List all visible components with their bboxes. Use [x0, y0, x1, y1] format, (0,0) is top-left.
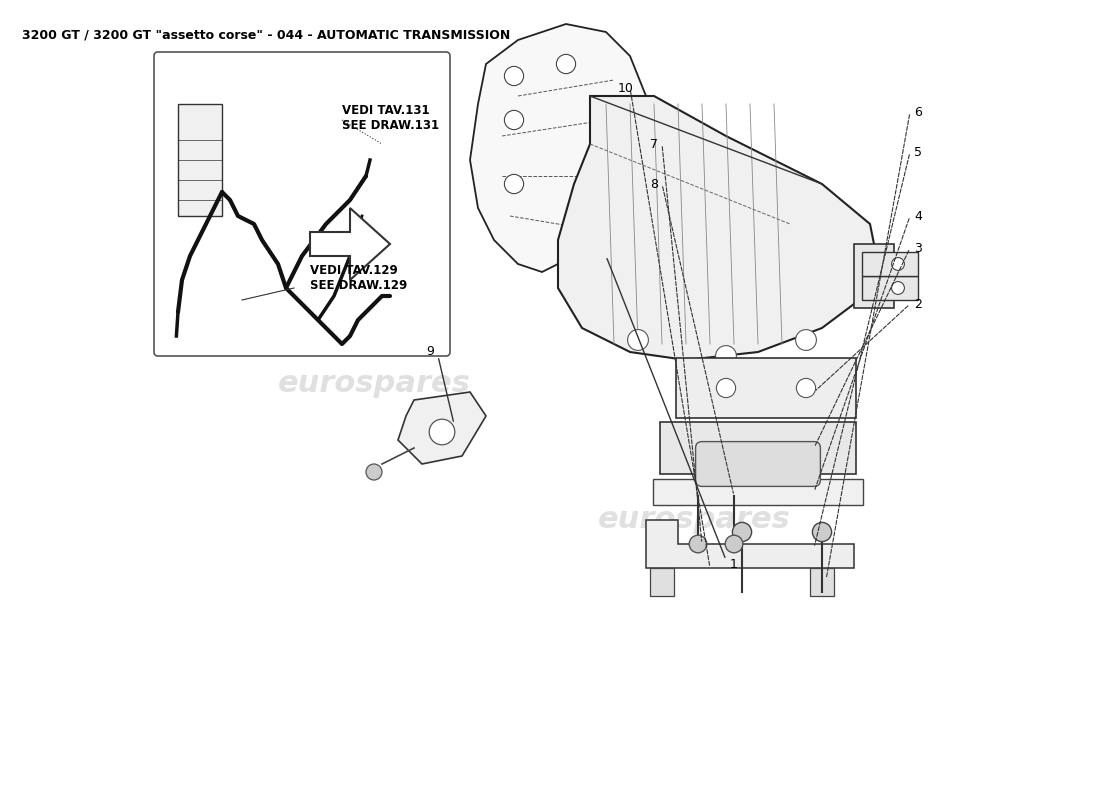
Text: VEDI TAV.129
SEE DRAW.129: VEDI TAV.129 SEE DRAW.129 — [310, 264, 407, 292]
Circle shape — [505, 66, 524, 86]
Text: 4: 4 — [914, 210, 922, 222]
Text: 10: 10 — [618, 82, 634, 94]
Bar — [810, 568, 834, 596]
Circle shape — [628, 330, 648, 350]
Polygon shape — [470, 24, 646, 272]
Text: 2: 2 — [914, 298, 922, 310]
Circle shape — [505, 110, 524, 130]
Bar — [862, 276, 918, 300]
Text: 3: 3 — [914, 242, 922, 254]
Circle shape — [690, 535, 707, 553]
FancyBboxPatch shape — [695, 442, 821, 486]
Circle shape — [733, 522, 751, 542]
Text: 1: 1 — [730, 558, 738, 570]
FancyBboxPatch shape — [660, 422, 856, 474]
Polygon shape — [558, 96, 878, 360]
FancyBboxPatch shape — [154, 52, 450, 356]
Text: 8: 8 — [650, 178, 658, 190]
Circle shape — [429, 419, 454, 445]
Circle shape — [892, 282, 904, 294]
Circle shape — [725, 535, 742, 553]
Circle shape — [795, 330, 816, 350]
Circle shape — [716, 378, 736, 398]
Text: eurospares: eurospares — [597, 506, 791, 534]
Text: 3200 GT / 3200 GT "assetto corse" - 044 - AUTOMATIC TRANSMISSION: 3200 GT / 3200 GT "assetto corse" - 044 … — [22, 28, 510, 41]
Text: eurospares: eurospares — [277, 370, 471, 398]
Polygon shape — [646, 520, 854, 568]
Bar — [854, 244, 894, 308]
FancyBboxPatch shape — [653, 479, 862, 505]
Circle shape — [366, 464, 382, 480]
Circle shape — [716, 346, 736, 366]
Polygon shape — [310, 208, 390, 280]
Text: 5: 5 — [914, 146, 922, 158]
Text: 6: 6 — [914, 106, 922, 118]
Bar — [178, 104, 222, 216]
Circle shape — [813, 522, 832, 542]
Text: 9: 9 — [426, 346, 433, 358]
Circle shape — [557, 54, 575, 74]
Circle shape — [796, 378, 815, 398]
Bar — [650, 568, 674, 596]
Text: 7: 7 — [650, 138, 658, 150]
Circle shape — [892, 258, 904, 270]
Bar — [862, 252, 918, 276]
FancyBboxPatch shape — [676, 358, 856, 418]
Text: VEDI TAV.131
SEE DRAW.131: VEDI TAV.131 SEE DRAW.131 — [342, 104, 439, 132]
Circle shape — [505, 174, 524, 194]
Polygon shape — [398, 392, 486, 464]
